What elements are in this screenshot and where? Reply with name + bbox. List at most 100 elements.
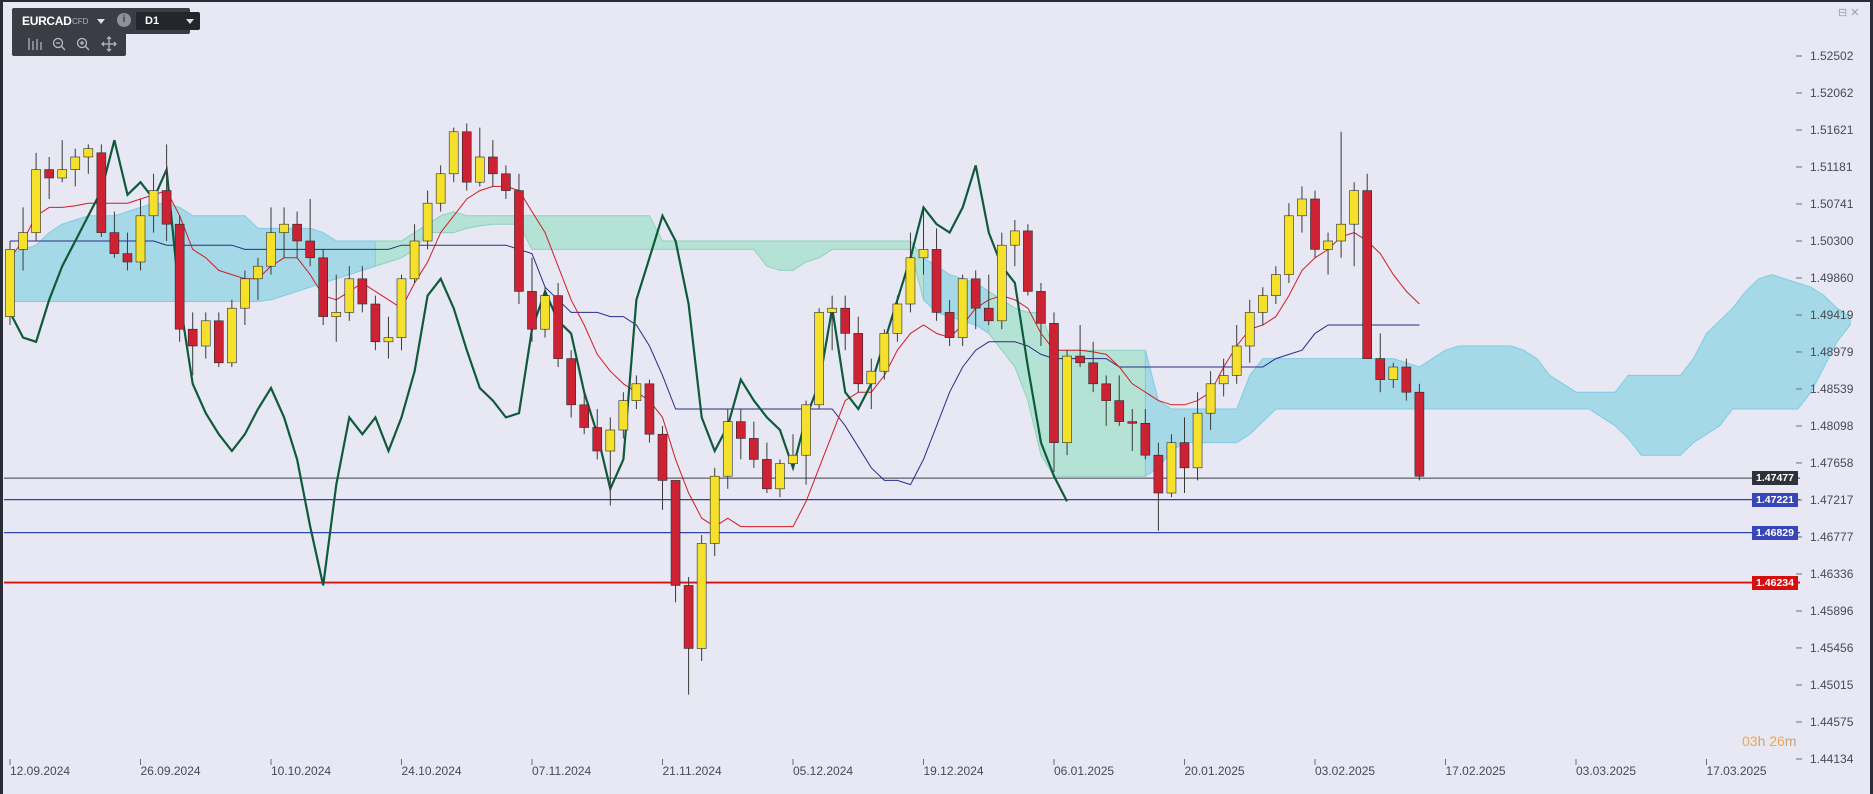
y-axis-tick-label: 1.47658 [1810,455,1854,470]
y-axis-tick-label: 1.52502 [1810,49,1854,63]
bearish-candle [1375,358,1386,380]
bearish-candle [305,240,315,259]
bearish-candle [579,404,590,428]
y-axis-tick-label: 1.48979 [1810,344,1854,359]
x-axis-tick-label: 26.09.2024 [140,764,201,778]
bullish-candle [631,383,642,401]
bullish-candle [1349,190,1359,225]
bullish-candle [1271,274,1281,296]
bullish-candle [70,156,81,170]
y-axis-tick-label: 1.51621 [1810,123,1854,137]
bullish-candle [540,295,550,330]
bearish-candle [1049,323,1059,443]
countdown-h-unit: h [1757,733,1766,749]
bullish-candle [344,278,355,313]
timeframe-label: D1 [145,15,160,27]
bullish-candle [1062,355,1072,443]
bullish-candle [1284,215,1294,275]
x-axis-tick-label: 03.02.2025 [1315,764,1376,778]
bearish-candle [292,223,302,242]
bearish-candle [96,152,107,233]
y-axis-tick-label: 1.45896 [1810,603,1854,618]
bullish-candle [422,202,433,242]
y-axis-tick-label: 1.52062 [1810,85,1854,100]
bullish-candle [18,232,28,250]
bullish-candle [57,169,68,179]
y-axis-tick-label: 1.48098 [1810,418,1854,433]
y-axis-tick-label: 1.45015 [1810,677,1854,692]
level-price-tag: 1.46829 [1752,525,1798,540]
bearish-candle [161,190,172,225]
bullish-candle [605,429,616,452]
level-price-tag: 1.47221 [1752,492,1798,507]
timeframe-chevron-down-icon[interactable] [186,19,194,24]
current-price-tag: 1.47477 [1752,471,1798,486]
bearish-candle [187,328,198,347]
y-axis-tick-label: 1.48539 [1810,381,1854,396]
bullish-candle [996,244,1007,322]
bullish-candle [918,249,929,259]
window-control-icons[interactable]: ⊟ ✕ [1838,7,1860,19]
bullish-candle [409,240,420,280]
bullish-candle [1205,383,1216,414]
bearish-candle [735,421,746,439]
bullish-candle [383,337,394,343]
timeframe-select[interactable]: D1 [136,12,200,30]
bearish-candle [683,585,694,649]
x-axis-tick-label: 20.01.2025 [1184,764,1245,778]
bearish-candle [1401,366,1412,393]
ichimoku-cloud-bullish [1144,274,1851,478]
x-axis-tick-label: 24.10.2024 [401,764,462,778]
symbol-dropdown-chevron-icon[interactable] [97,19,105,24]
bearish-candle [566,358,576,406]
bearish-candle [109,232,120,254]
bearish-candle [357,278,368,305]
bullish-candle [1166,442,1177,494]
y-axis-tick-label: 1.46777 [1810,529,1854,544]
x-axis-tick-label: 19.12.2024 [923,764,984,778]
kijun-sen-line [10,240,1420,486]
bullish-candle [1192,412,1203,469]
bearish-candle [174,223,185,330]
countdown-minutes: 26 [1769,733,1785,749]
bullish-candle [31,169,41,233]
bullish-candle [1297,198,1307,217]
zoom-in-icon[interactable] [74,35,92,53]
bullish-candle [814,312,824,406]
bearish-candle [1414,391,1425,477]
bullish-candle [1244,312,1255,347]
bearish-candle [1310,198,1320,250]
bullish-candle [448,131,459,175]
bullish-candle [240,278,250,309]
x-axis-tick-label: 17.02.2025 [1445,764,1506,778]
instrument-type-label: CFD [72,17,89,26]
bullish-candle [827,307,837,313]
bearish-candle [644,383,655,435]
countdown-m-unit: m [1784,733,1797,749]
bearish-candle [983,307,994,322]
info-icon[interactable]: i [117,13,131,27]
bearish-candle [657,433,668,481]
bullish-candle [775,463,785,490]
bullish-candle [709,475,720,544]
bearish-candle [488,156,498,175]
bearish-candle [970,278,981,309]
bullish-candle [5,249,15,317]
indicators-icon[interactable] [26,35,44,53]
bearish-candle [122,253,133,263]
bullish-candle [331,312,342,317]
crosshair-icon[interactable] [100,35,118,53]
y-axis-tick-label: 1.50300 [1810,233,1854,248]
bullish-candle [1231,345,1242,376]
bullish-candle [957,278,968,338]
y-axis-tick-label: 1.45456 [1810,640,1854,655]
bearish-candle [318,257,329,317]
zoom-out-icon[interactable] [50,35,68,53]
bearish-candle [1036,291,1046,324]
symbol-label[interactable]: EURCAD [22,14,72,28]
bullish-candle [696,543,707,649]
bullish-candle [879,333,890,372]
bullish-candle [474,156,485,183]
